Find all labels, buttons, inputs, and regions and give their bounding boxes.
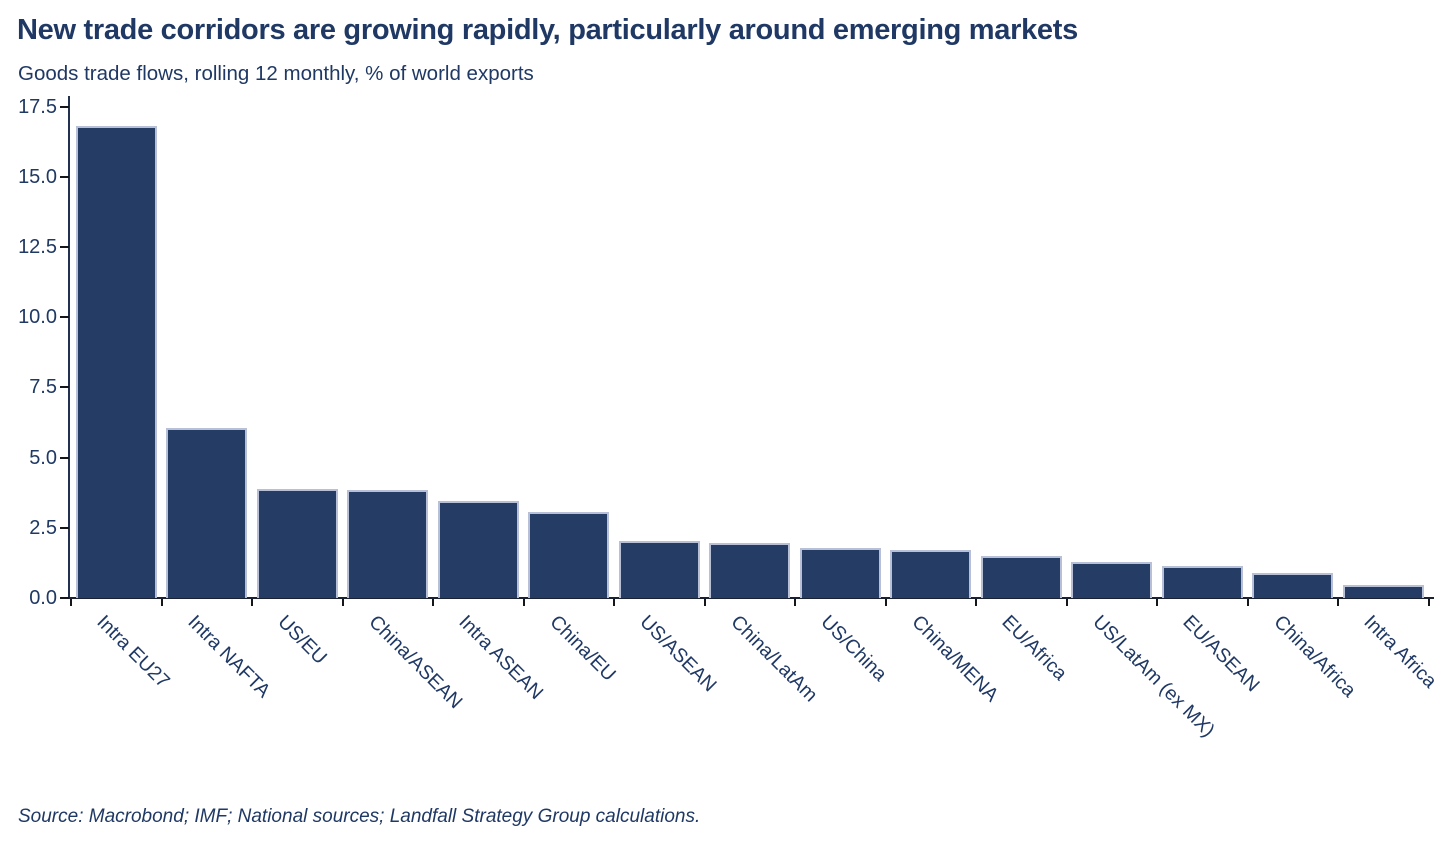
x-tick-mark-6: [613, 599, 615, 606]
y-tick-label-2.5: 2.5: [29, 516, 57, 539]
x-tick-label-china-latam: China/LatAm: [726, 611, 822, 707]
bar-us-asean: [618, 540, 700, 598]
x-tick-mark-13: [1246, 599, 1249, 606]
y-tick-label-17.5: 17.5: [18, 95, 57, 118]
x-tick-label-us-china: US/China: [816, 611, 892, 686]
y-tick-mark-2.5: [60, 526, 69, 529]
bar-intra-eu27: [75, 126, 157, 598]
x-tick-mark-15: [1427, 599, 1430, 606]
y-tick-mark-15.0: [60, 175, 69, 178]
bar-china-africa: [1252, 572, 1334, 598]
x-tick-label-china-africa: China/Africa: [1269, 611, 1360, 702]
x-tick-label-intra-eu27: Intra EU27: [92, 611, 175, 693]
bar-intra-africa: [1342, 585, 1424, 598]
chart-subtitle: Goods trade flows, rolling 12 monthly, %…: [18, 62, 534, 85]
bar-china-mena: [890, 550, 972, 598]
x-tick-mark-5: [522, 599, 525, 606]
y-tick-label-0.0: 0.0: [29, 587, 57, 609]
bar-eu-asean: [1161, 565, 1243, 598]
y-tick-label-15.0: 15.0: [18, 165, 57, 188]
y-tick-label-7.5: 7.5: [29, 376, 57, 399]
y-axis-line: [68, 96, 70, 599]
chart-title: New trade corridors are growing rapidly,…: [17, 14, 1078, 46]
x-tick-mark-12: [1156, 599, 1158, 606]
x-tick-mark-2: [251, 599, 253, 606]
x-tick-mark-1: [160, 599, 163, 606]
y-tick-mark-0.0: [60, 597, 69, 599]
x-tick-mark-14: [1337, 599, 1339, 606]
x-tick-label-eu-africa: EU/Africa: [997, 611, 1072, 685]
x-tick-label-china-mena: China/MENA: [907, 611, 1003, 707]
x-tick-mark-10: [975, 599, 977, 606]
x-tick-label-intra-africa: Intra Africa: [1359, 611, 1442, 693]
bar-china-asean: [347, 489, 429, 598]
bar-us-china: [799, 547, 881, 598]
x-tick-mark-9: [884, 599, 887, 606]
bar-eu-africa: [980, 555, 1062, 598]
source-note: Source: Macrobond; IMF; National sources…: [18, 806, 701, 827]
y-tick-mark-17.5: [60, 105, 69, 108]
y-tick-mark-5.0: [60, 456, 69, 459]
x-tick-label-china-eu: China/EU: [545, 611, 620, 686]
x-tick-mark-0: [70, 599, 72, 606]
y-tick-mark-12.5: [60, 246, 69, 249]
x-tick-mark-11: [1065, 599, 1068, 606]
x-tick-mark-7: [703, 599, 706, 606]
y-tick-label-10.0: 10.0: [18, 306, 57, 329]
x-tick-mark-8: [794, 599, 796, 606]
y-tick-mark-10.0: [60, 316, 69, 319]
x-tick-label-us-eu: US/EU: [273, 611, 332, 669]
x-tick-mark-3: [341, 599, 344, 606]
x-tick-label-us-asean: US/ASEAN: [635, 611, 722, 697]
x-axis-line: [68, 597, 1434, 599]
bar-intra-nafta: [166, 428, 248, 598]
bar-us-eu: [256, 488, 338, 598]
y-tick-label-12.5: 12.5: [18, 236, 57, 259]
x-tick-label-china-asean: China/ASEAN: [364, 611, 467, 714]
bar-intra-asean: [437, 501, 519, 598]
bar-us-latam-ex-mx: [1071, 561, 1153, 598]
x-tick-label-intra-nafta: Intra NAFTA: [183, 611, 275, 703]
bar-china-latam: [709, 543, 791, 598]
y-tick-mark-7.5: [60, 386, 69, 389]
x-tick-label-intra-asean: Intra ASEAN: [454, 611, 548, 704]
y-tick-label-5.0: 5.0: [29, 446, 57, 469]
x-tick-mark-4: [432, 599, 434, 606]
x-tick-label-eu-asean: EU/ASEAN: [1178, 611, 1265, 697]
bar-china-eu: [528, 512, 610, 598]
